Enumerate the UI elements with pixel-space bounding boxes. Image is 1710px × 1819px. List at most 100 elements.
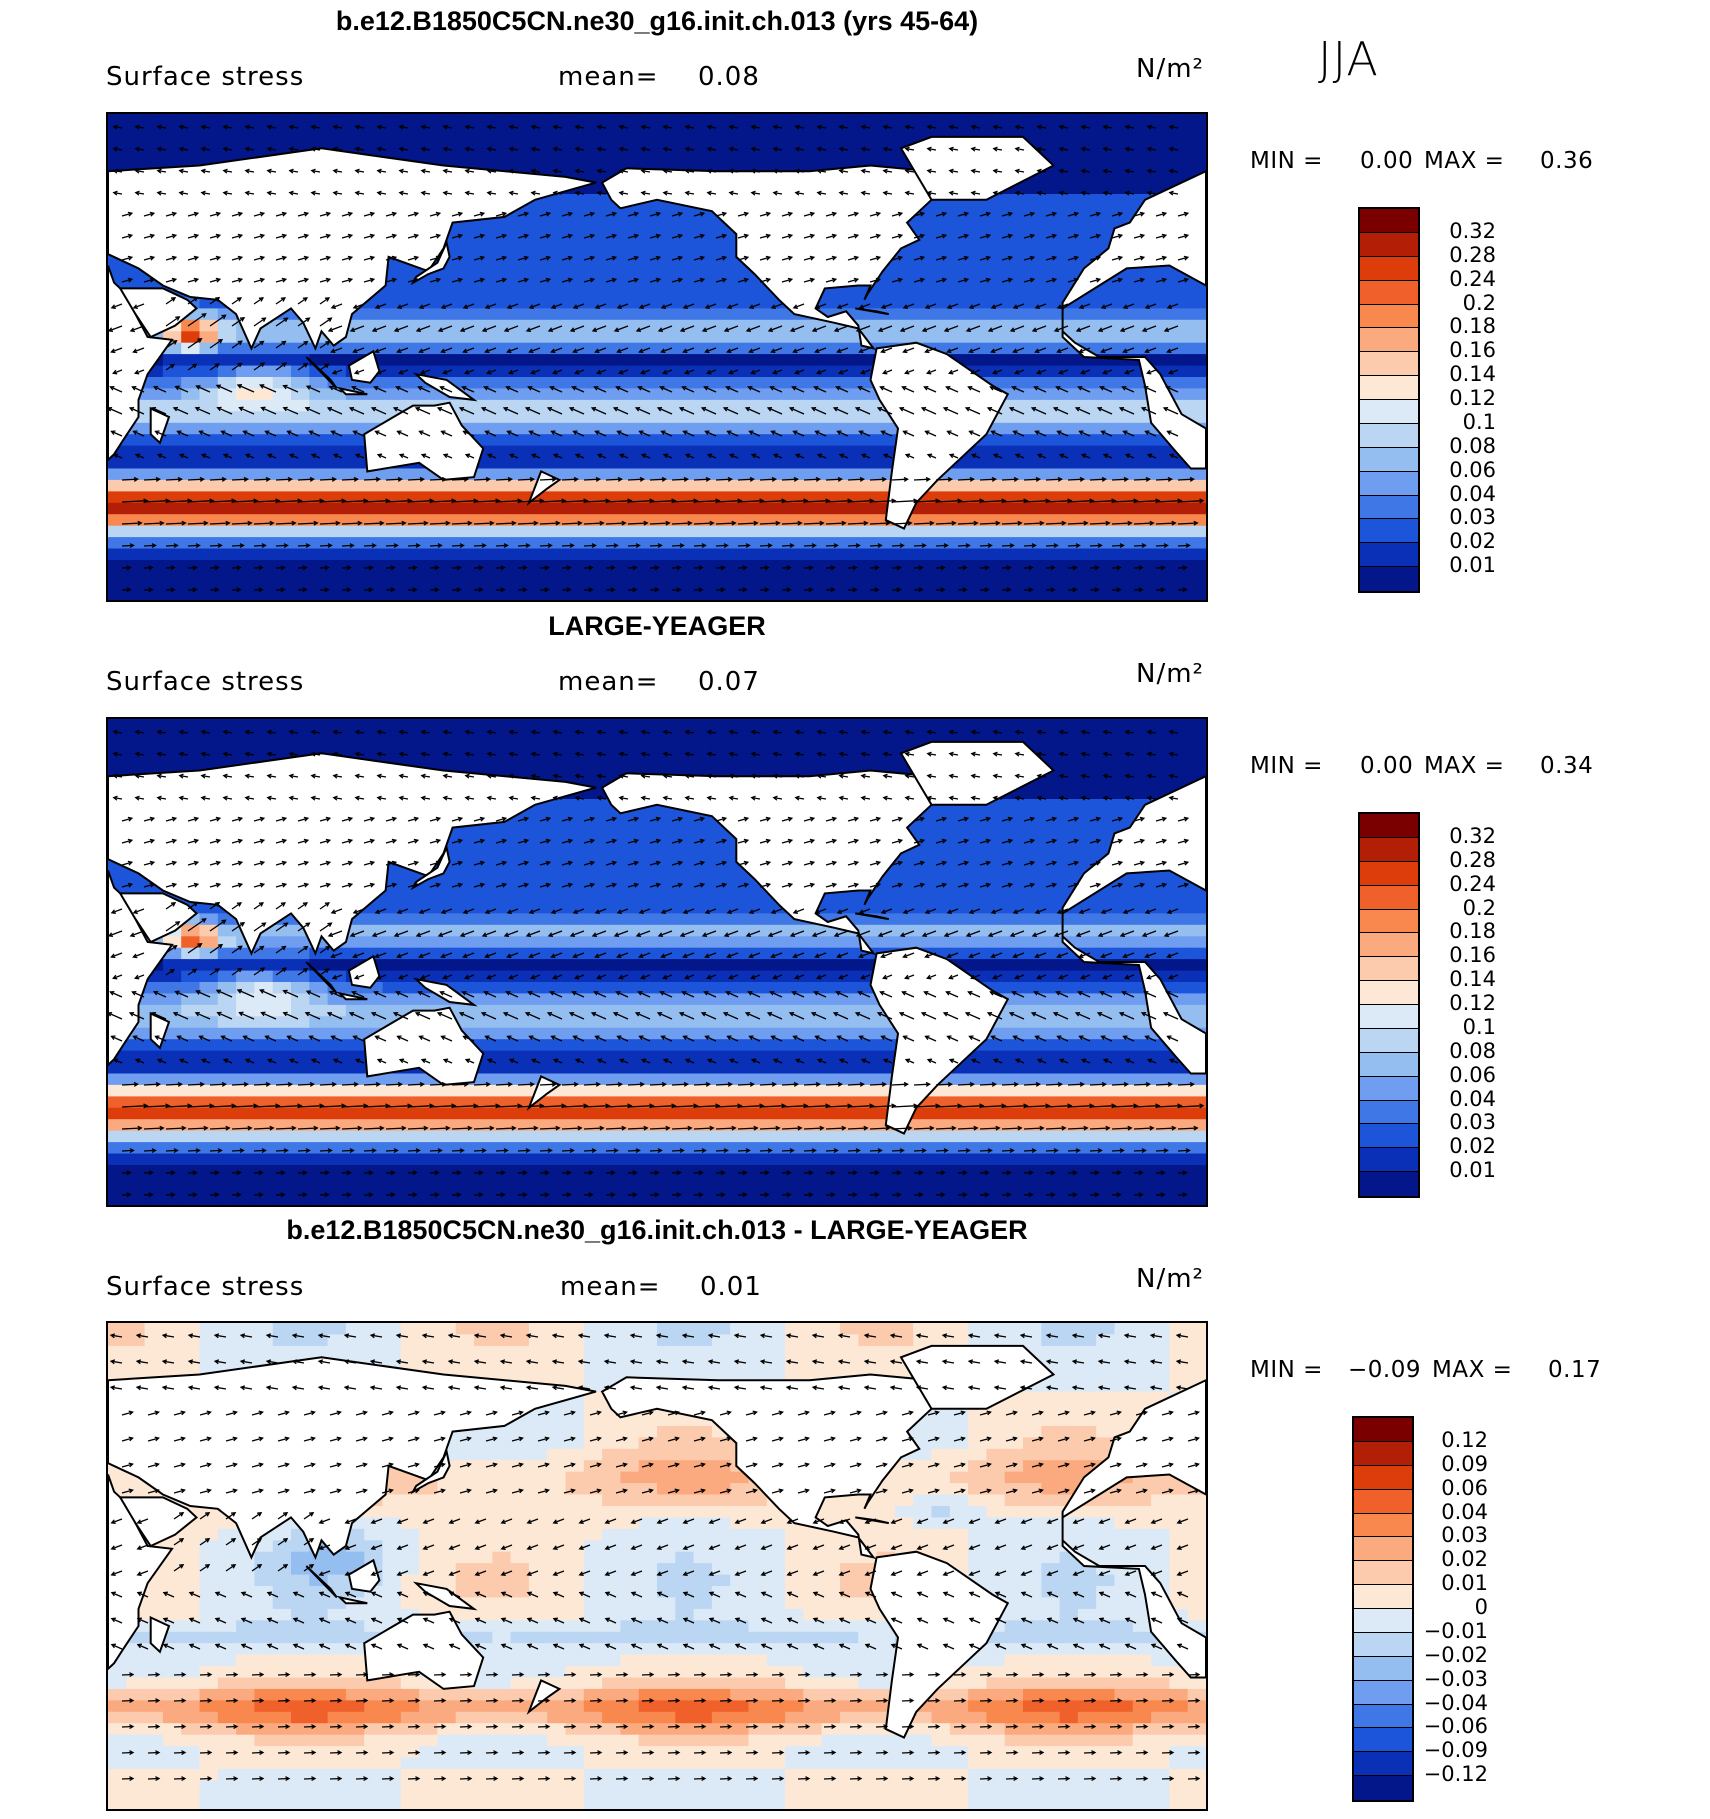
vector-arrow	[773, 147, 783, 151]
field-cell	[400, 354, 420, 367]
field-cell	[1151, 582, 1170, 595]
field-cell	[840, 594, 859, 600]
field-cell	[474, 741, 493, 754]
field-cell	[510, 216, 530, 229]
field-cell	[364, 741, 384, 754]
vector-arrowhead	[753, 520, 759, 526]
field-cell	[693, 365, 713, 378]
vector-arrowhead	[568, 406, 575, 412]
field-cell	[474, 136, 493, 149]
vector-arrowhead	[745, 543, 751, 549]
field-cell	[748, 422, 768, 435]
vector-arrow	[1001, 522, 1022, 525]
vector-arrow	[429, 234, 440, 239]
vector-arrowhead	[946, 304, 952, 309]
field-cell	[1132, 479, 1152, 492]
field-cell	[931, 479, 951, 492]
field-cell	[547, 239, 567, 252]
vector-arrow	[443, 169, 453, 173]
vector-arrow	[1177, 278, 1188, 283]
vector-arrow	[803, 212, 814, 217]
vector-arrowhead	[946, 348, 952, 354]
field-cell	[1187, 730, 1206, 743]
field-cell	[1169, 537, 1189, 550]
vector-arrow	[649, 256, 660, 261]
field-cell	[657, 114, 676, 126]
colorbar-tick-label: 0.14	[1449, 362, 1496, 387]
vector-arrowhead	[436, 406, 443, 412]
field-cell	[254, 434, 274, 447]
field-cell	[1114, 457, 1134, 470]
vector-arrow	[705, 347, 717, 353]
vector-arrowhead	[810, 406, 817, 412]
field-cell	[1059, 479, 1079, 492]
field-cell	[400, 730, 420, 743]
panel-1-colorbar	[1358, 207, 1420, 593]
vector-arrow	[715, 522, 736, 525]
vector-arrowhead	[1183, 211, 1190, 217]
vector-arrow	[1111, 234, 1122, 239]
vector-arrowhead	[349, 327, 356, 333]
vector-arrowhead	[728, 168, 734, 174]
vector-arrowhead	[684, 146, 690, 152]
vector-arrow	[1123, 347, 1135, 353]
field-cell	[1041, 571, 1061, 584]
field-cell	[162, 571, 182, 584]
vector-arrowhead	[596, 124, 602, 130]
field-cell	[327, 479, 347, 492]
vector-arrowhead	[684, 369, 690, 375]
vector-arrow	[495, 522, 516, 525]
field-cell	[876, 445, 896, 458]
field-cell	[1041, 228, 1061, 241]
field-cell	[1169, 274, 1189, 287]
field-cell	[1169, 388, 1189, 401]
vector-arrowhead	[216, 406, 222, 412]
field-cell	[730, 125, 750, 138]
vector-arrow	[597, 191, 607, 195]
vector-arrow	[795, 191, 805, 195]
vector-arrow	[803, 234, 814, 239]
field-cell	[547, 331, 567, 344]
vector-arrow	[429, 544, 442, 547]
vector-arrow	[969, 430, 981, 437]
field-cell	[730, 399, 750, 412]
vector-arrowhead	[838, 124, 844, 130]
vector-arrow	[353, 347, 365, 353]
vector-arrowhead	[376, 124, 382, 130]
field-cell	[620, 319, 640, 332]
vector-arrow	[1147, 369, 1157, 374]
field-cell	[455, 331, 475, 344]
vector-arrow	[245, 191, 255, 195]
field-cell	[602, 525, 621, 538]
field-cell	[272, 125, 292, 138]
field-cell	[1096, 571, 1116, 584]
field-cell	[181, 148, 201, 161]
vector-arrow	[583, 278, 594, 283]
vector-arrowhead	[549, 385, 555, 391]
field-cell	[547, 159, 567, 172]
vector-arrow	[847, 278, 858, 283]
field-cell	[272, 388, 292, 401]
field-cell	[711, 377, 731, 389]
vector-arrow	[891, 522, 912, 525]
vector-arrowhead	[880, 430, 886, 435]
field-cell	[565, 525, 585, 538]
field-cell	[949, 594, 969, 600]
field-cell	[108, 514, 127, 527]
field-cell	[419, 571, 438, 584]
vector-arrowhead	[178, 146, 184, 152]
vector-arrowhead	[809, 233, 816, 239]
vector-arrow	[979, 500, 1006, 503]
vector-arrowhead	[215, 211, 222, 217]
field-cell	[986, 445, 1006, 458]
vector-arrow	[407, 522, 428, 525]
vector-arrow	[385, 256, 396, 261]
vector-arrow	[781, 256, 792, 261]
vector-arrowhead	[544, 587, 550, 593]
vector-arrow	[1133, 500, 1160, 503]
field-cell	[272, 457, 292, 470]
field-cell	[986, 457, 1006, 470]
vector-arrow	[795, 169, 805, 173]
field-cell	[1077, 571, 1097, 584]
vector-arrowhead	[706, 168, 712, 174]
